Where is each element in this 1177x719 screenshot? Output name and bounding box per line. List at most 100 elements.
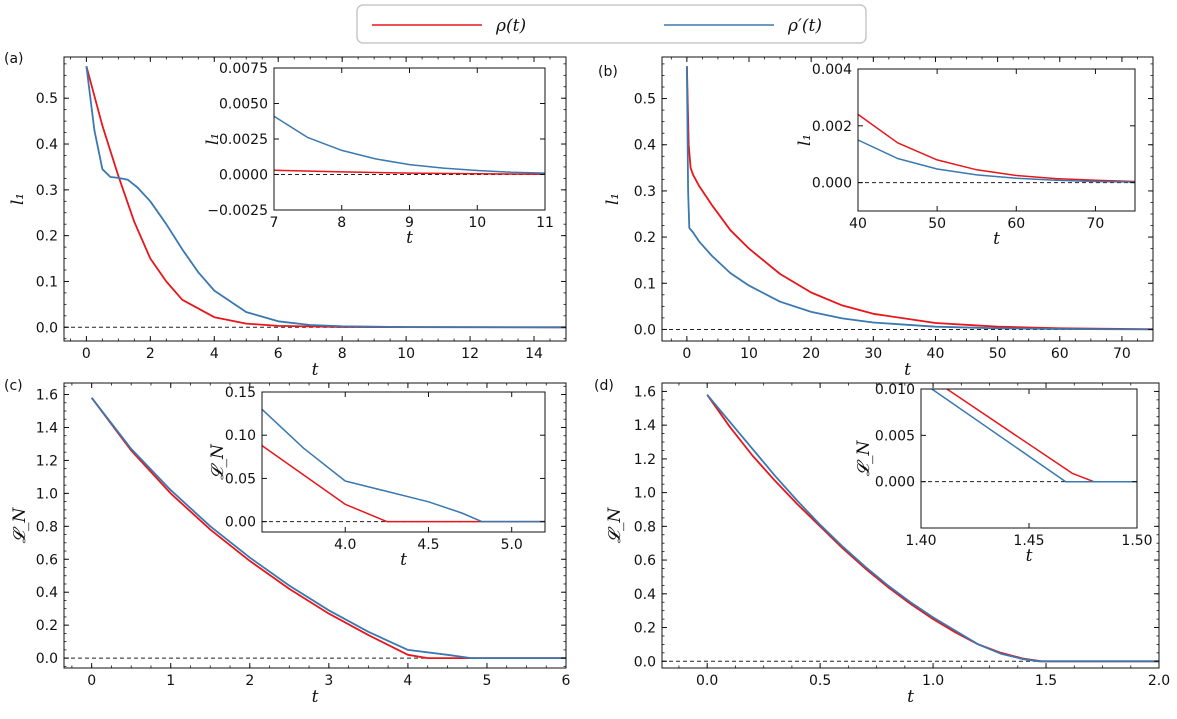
panel-b-main-frame (661, 56, 1154, 342)
panel-c-main-xtick-label: 5 (482, 673, 491, 689)
panel-c-inset-axes: 4.0 4.5 5.0 0.00 0.05 0.10 0.15 t 𝓛_N (208, 385, 546, 570)
panel-d-main-xtick-label: 1.0 (922, 673, 944, 689)
panel-a-main-xtick-label: 2 (146, 346, 155, 362)
panel-d-main-xtick-label: 2.0 (1148, 673, 1170, 689)
panel-a-inset-ytick-label: 0.0050 (219, 97, 268, 113)
panel-c-main-ytick-label: 0.4 (36, 585, 58, 601)
panel-c-main-ytick-label: 0.6 (36, 552, 58, 568)
panel-label-d: (d) (594, 378, 614, 394)
panel-c-main-ytick-label: 1.6 (36, 388, 58, 404)
panel-d-main-xtick-label: 1.5 (1035, 673, 1057, 689)
panel-b-inset-plot-area (858, 69, 1135, 211)
panel-a-inset-ylabel: l₁ (203, 133, 223, 145)
panel-a-main-ytick-label: 0.5 (36, 91, 58, 107)
panel-b-main-xtick-label: 30 (864, 346, 882, 362)
panel-a-main-xtick-label: 8 (338, 346, 347, 362)
panel-c-main-xtick-label: 1 (166, 673, 175, 689)
panel-c-inset-series-rho (261, 444, 545, 523)
panel-d-main-ytick-label: 0.0 (634, 654, 656, 670)
panel-d-inset-ylabel: 𝓛_N (854, 440, 874, 477)
panel-a-inset-xtick-label: 9 (405, 215, 414, 231)
panel-b-main-series-rho-prime (686, 66, 1154, 331)
panel-c-main-xtick-label: 6 (562, 673, 571, 689)
panel-a-main-ytick-label: 0.4 (36, 137, 58, 153)
panel-d-main-ytick-label: 0.2 (634, 621, 656, 637)
panel-b-inset-xlabel: t (993, 229, 1000, 249)
panel-c-inset-xlabel: t (400, 550, 407, 570)
panel-c-inset-xtick-label: 5.0 (501, 537, 523, 553)
panel-b-inset-ytick-label: 0.000 (812, 176, 852, 192)
panel-d-main-xlabel: t (907, 687, 914, 707)
panel-b-main-xtick-label: 20 (802, 346, 820, 362)
panel-b-inset-frame (857, 68, 1136, 212)
panel-b-inset-series-rho-prime (857, 139, 1136, 183)
panel-c-main-series-rho (90, 397, 566, 659)
legend-box (356, 4, 867, 44)
panel-a-inset-xtick-label: 8 (337, 215, 346, 231)
panel-d-main-xtick-label: 0.0 (696, 673, 718, 689)
panel-b-inset-xtick-label: 60 (1007, 216, 1025, 232)
panel-a-main-xtick-label: 6 (274, 346, 283, 362)
panel-d-inset-axes: 1.40 1.45 1.50 0.000 0.005 0.010 t 𝓛_N (854, 382, 1153, 566)
panel-a-main-xtick-label: 14 (525, 346, 543, 362)
panel-c-main-xtick-label: 0 (87, 673, 96, 689)
legend-rho-label: ρ(t) (495, 16, 526, 36)
panel-c-inset-xtick-label: 4.5 (417, 537, 439, 553)
panel-c-main-ylabel: 𝓛_N (10, 507, 30, 544)
legend: ρ(t) ρ′(t) (356, 4, 867, 44)
panel-a-inset-ytick-label: 0.0000 (219, 168, 268, 184)
panel-c-inset-ylabel: 𝓛_N (208, 443, 228, 480)
panel-b-main-series-rho (686, 66, 1154, 331)
panel-a-main-series-rho-prime (85, 66, 567, 329)
panel-d-main-ytick-label: 1.0 (634, 486, 656, 502)
panel-b-main-ytick-label: 0.4 (634, 138, 656, 154)
panel-d-inset-ytick-label: 0.005 (875, 428, 915, 444)
panel-a-inset-plot-area (274, 68, 545, 210)
panel-d-main-ytick-label: 0.6 (634, 553, 656, 569)
panel-b-main-xtick-label: 10 (740, 346, 758, 362)
panel-c-main-frame (63, 382, 567, 669)
panel-d-inset-ytick-label: 0.000 (875, 475, 915, 491)
panel-b-inset-series-rho (857, 113, 1136, 183)
panel-d-main-ytick-label: 1.4 (634, 418, 656, 434)
panel-c-main-series-rho-prime (90, 397, 566, 659)
panel-d-inset-xtick-label: 1.50 (1121, 533, 1152, 549)
panel-b-main-xtick-label: 50 (989, 346, 1007, 362)
panel-c-main-ytick-label: 1.4 (36, 420, 58, 436)
panel-d-main-ylabel: 𝓛_N (605, 507, 625, 544)
panel-d-inset-plot-area (921, 389, 1137, 528)
panel-c-main-ytick-label: 0.8 (36, 519, 58, 535)
panel-b-inset-xtick-label: 40 (849, 216, 867, 232)
panel-c-inset-ytick-label: 0.00 (225, 515, 256, 531)
panel-b-main-ylabel: l₁ (603, 193, 623, 205)
panel-d-main-xtick-label: 0.5 (809, 673, 831, 689)
panel-c-main-xtick-label: 3 (324, 673, 333, 689)
legend-rho-prime-label: ρ′(t) (787, 16, 822, 36)
panel-a-inset-xtick-label: 7 (270, 215, 279, 231)
panel-a-inset-series-rho-prime (273, 115, 546, 174)
panel-a-inset-xtick-label: 11 (536, 215, 554, 231)
panel-a-inset-series-rho (273, 169, 546, 175)
panel-b-main-xlabel: t (904, 360, 911, 380)
panel-d-main-ytick-label: 0.4 (634, 587, 656, 603)
panel-a-inset-xtick-label: 10 (468, 215, 486, 231)
panel-a-main-series-rho (85, 65, 567, 329)
panel-d-main-ytick-label: 1.2 (634, 452, 656, 468)
panel-b-main-ytick-label: 0.0 (634, 322, 656, 338)
panel-c-inset-series-rho-prime (261, 408, 545, 523)
panel-c-inset-ytick-label: 0.10 (225, 428, 256, 444)
panel-c-main-ytick-label: 0.0 (36, 651, 58, 667)
panel-a-main-xtick-label: 10 (397, 346, 415, 362)
panel-c-main-ytick-label: 1.0 (36, 486, 58, 502)
panel-d-inset-series-rho-prime (931, 388, 1137, 483)
panel-b-inset-ytick-label: 0.002 (812, 119, 852, 135)
panel-a-main-ytick-label: 0.1 (36, 274, 58, 290)
panel-label-b: (b) (598, 64, 618, 80)
panel-d-main-series-rho-prime (706, 394, 1159, 663)
panel-b-main-ytick-label: 0.1 (634, 276, 656, 292)
panel-c-inset-ytick-label: 0.05 (225, 471, 256, 487)
panel-c-main-ytick-label: 0.2 (36, 618, 58, 634)
panel-d-inset-xlabel: t (1026, 546, 1033, 566)
panel-b-inset-ylabel: l₁ (795, 134, 815, 146)
panel-d-main-frame (661, 382, 1160, 669)
